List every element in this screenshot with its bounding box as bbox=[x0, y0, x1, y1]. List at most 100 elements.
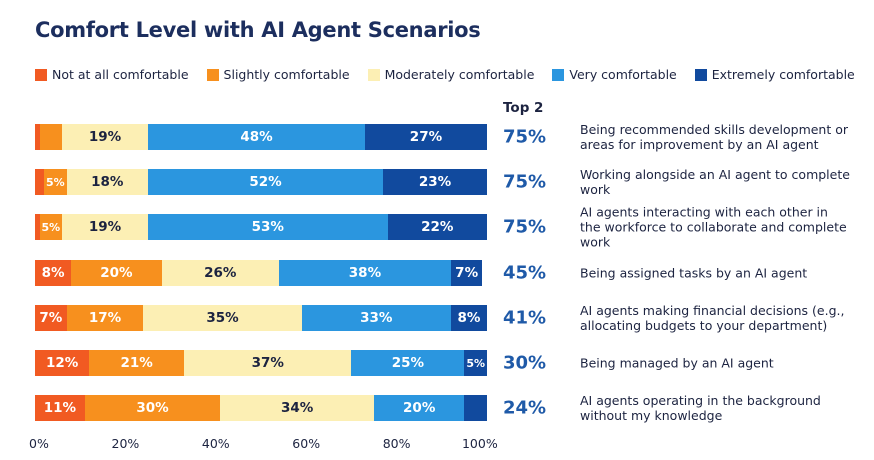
x-tick-label: 80% bbox=[382, 436, 411, 451]
data-label: 5% bbox=[466, 356, 486, 370]
bar-segment: 7% bbox=[35, 304, 67, 331]
x-tick-label: 100% bbox=[461, 436, 498, 451]
data-label: 5% bbox=[41, 220, 61, 234]
data-label: 35% bbox=[206, 309, 239, 326]
bar-segment: 5% bbox=[39, 214, 63, 241]
bar-segment: 7% bbox=[450, 259, 483, 286]
bar-segment: 53% bbox=[148, 214, 388, 241]
bar-segment: 20% bbox=[71, 259, 162, 286]
data-label: 34% bbox=[280, 400, 314, 417]
data-label: 33% bbox=[360, 309, 393, 326]
legend-label: Moderately comfortable bbox=[384, 67, 535, 82]
data-label: 48% bbox=[240, 129, 273, 145]
data-label: 7% bbox=[455, 264, 479, 281]
data-label: 27% bbox=[409, 129, 443, 145]
bar-segment: 22% bbox=[387, 214, 487, 241]
bar-segment: 48% bbox=[148, 124, 365, 150]
data-label: 25% bbox=[391, 355, 425, 371]
data-label: 7% bbox=[39, 309, 63, 326]
category-label: Being assigned tasks by an AI agent bbox=[580, 265, 808, 281]
category-label: AI agents operating in the background wi… bbox=[580, 393, 821, 424]
data-label: 52% bbox=[249, 174, 282, 191]
top2-value: 75% bbox=[503, 126, 547, 148]
bar-segment: 35% bbox=[143, 304, 302, 331]
legend-label: Not at all comfortable bbox=[52, 67, 189, 82]
legend-item: Extremely comfortable bbox=[694, 67, 855, 82]
bar-segment: 8% bbox=[35, 259, 72, 286]
legend: Not at all comfortable Slightly comfortab… bbox=[35, 67, 855, 82]
x-tick-label: 40% bbox=[201, 436, 230, 451]
data-label: 12% bbox=[45, 355, 79, 371]
bar-segment: 11% bbox=[35, 395, 85, 422]
bar-segment: 34% bbox=[220, 395, 374, 422]
legend-swatch bbox=[694, 68, 707, 81]
data-label: 38% bbox=[348, 264, 382, 281]
data-label: 21% bbox=[120, 355, 153, 371]
legend-item: Very comfortable bbox=[552, 67, 677, 82]
data-label: 26% bbox=[204, 264, 237, 281]
legend-swatch bbox=[206, 68, 219, 81]
bar-segment: 12% bbox=[35, 350, 90, 376]
legend-label: Slightly comfortable bbox=[223, 67, 350, 82]
data-label: 22% bbox=[421, 219, 454, 236]
legend-item: Not at all comfortable bbox=[35, 67, 189, 82]
bar-segment: 5% bbox=[464, 350, 487, 376]
bar-segment: 17% bbox=[66, 304, 144, 331]
data-label: 8% bbox=[457, 309, 481, 326]
category-label: Working alongside an AI agent to complet… bbox=[580, 167, 850, 198]
chart-title: Comfort Level with AI Agent Scenarios bbox=[35, 18, 481, 42]
bar-segment bbox=[35, 169, 45, 196]
bar-segment bbox=[35, 124, 40, 150]
bar-segment: 26% bbox=[161, 259, 280, 286]
bar-segment: 30% bbox=[84, 395, 221, 422]
category-label: Being managed by an AI agent bbox=[580, 355, 774, 371]
bar-segment: 21% bbox=[89, 350, 185, 376]
top2-value: 75% bbox=[503, 216, 547, 238]
data-label: 19% bbox=[88, 219, 122, 236]
bar-segment: 5% bbox=[44, 169, 67, 196]
x-tick-label: 60% bbox=[292, 436, 321, 451]
top2-title: Top 2 bbox=[503, 100, 544, 116]
bar-segment bbox=[464, 395, 487, 422]
bar-segment: 19% bbox=[62, 124, 148, 150]
legend-item: Slightly comfortable bbox=[206, 67, 350, 82]
legend-label: Very comfortable bbox=[569, 67, 677, 82]
bar-segment: 8% bbox=[450, 304, 487, 331]
top2-value: 41% bbox=[503, 307, 547, 329]
data-label: 20% bbox=[403, 400, 436, 417]
bar-segment bbox=[35, 214, 40, 241]
bar-segment: 37% bbox=[184, 350, 352, 376]
category-label: AI agents making financial decisions (e.… bbox=[580, 302, 845, 333]
top2-value: 24% bbox=[503, 397, 547, 419]
bar-segment bbox=[39, 124, 63, 150]
bar-segment: 20% bbox=[374, 395, 465, 422]
data-label: 23% bbox=[418, 174, 452, 191]
data-label: 5% bbox=[45, 175, 65, 189]
category-label: Being recommended skills development or … bbox=[580, 122, 849, 152]
legend-swatch bbox=[35, 68, 47, 81]
bar-segment: 38% bbox=[279, 259, 451, 286]
x-tick-label: 20% bbox=[111, 436, 140, 451]
bar-segment: 19% bbox=[62, 214, 148, 241]
top2-value: 30% bbox=[503, 352, 547, 374]
x-tick-label: 0% bbox=[29, 436, 49, 451]
data-label: 20% bbox=[100, 264, 133, 281]
top2-value: 75% bbox=[503, 171, 547, 193]
bar-segment: 27% bbox=[364, 124, 487, 150]
data-label: 11% bbox=[43, 400, 77, 417]
data-label: 53% bbox=[251, 219, 284, 236]
data-label: 8% bbox=[41, 264, 65, 281]
bar-segment: 52% bbox=[148, 169, 384, 196]
category-label: AI agents interacting with each other in… bbox=[580, 204, 847, 250]
bar-segment: 23% bbox=[383, 169, 487, 196]
legend-item: Moderately comfortable bbox=[367, 67, 535, 82]
data-label: 30% bbox=[136, 400, 169, 417]
legend-label: Extremely comfortable bbox=[711, 67, 855, 82]
data-label: 18% bbox=[91, 174, 124, 191]
data-label: 17% bbox=[88, 309, 122, 326]
data-label: 19% bbox=[88, 129, 122, 145]
bar-segment: 25% bbox=[351, 350, 465, 376]
bar-segment: 33% bbox=[301, 304, 451, 331]
top2-value: 45% bbox=[503, 262, 547, 284]
